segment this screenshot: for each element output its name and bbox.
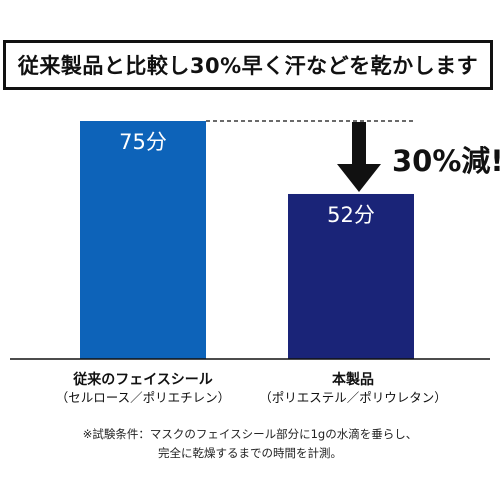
footnote-line-1: ※試験条件：マスクのフェイスシール部分に1gの水滴を垂らし、 [82,427,418,441]
bar-value-label: 75分 [119,130,167,154]
bar-value-label: 52分 [327,203,375,227]
category-material: （ポリエステル／ポリウレタン） [259,390,447,405]
bar-1 [80,121,206,359]
title-box: 従来製品と比較し30%早く汗などを乾かします [3,40,493,90]
reduction-annotation: 30%減! [392,144,500,178]
down-arrow-icon [337,122,381,192]
footnote-line-2: 完全に乾燥するまでの時間を計測。 [158,446,342,460]
category-name: 本製品 [332,372,374,388]
chart-title: 従来製品と比較し30%早く汗などを乾かします [17,54,479,78]
category-label-this-product: 本製品 （ポリエステル／ポリウレタン） [253,371,453,407]
bar-2 [288,193,414,359]
category-name: 従来のフェイスシール [73,372,213,388]
category-label-conventional: 従来のフェイスシール （セルロース／ポリエチレン） [43,371,243,407]
footnote: ※試験条件：マスクのフェイスシール部分に1gの水滴を垂らし、 完全に乾燥するまで… [0,425,500,463]
category-material: （セルロース／ポリエチレン） [55,390,231,405]
